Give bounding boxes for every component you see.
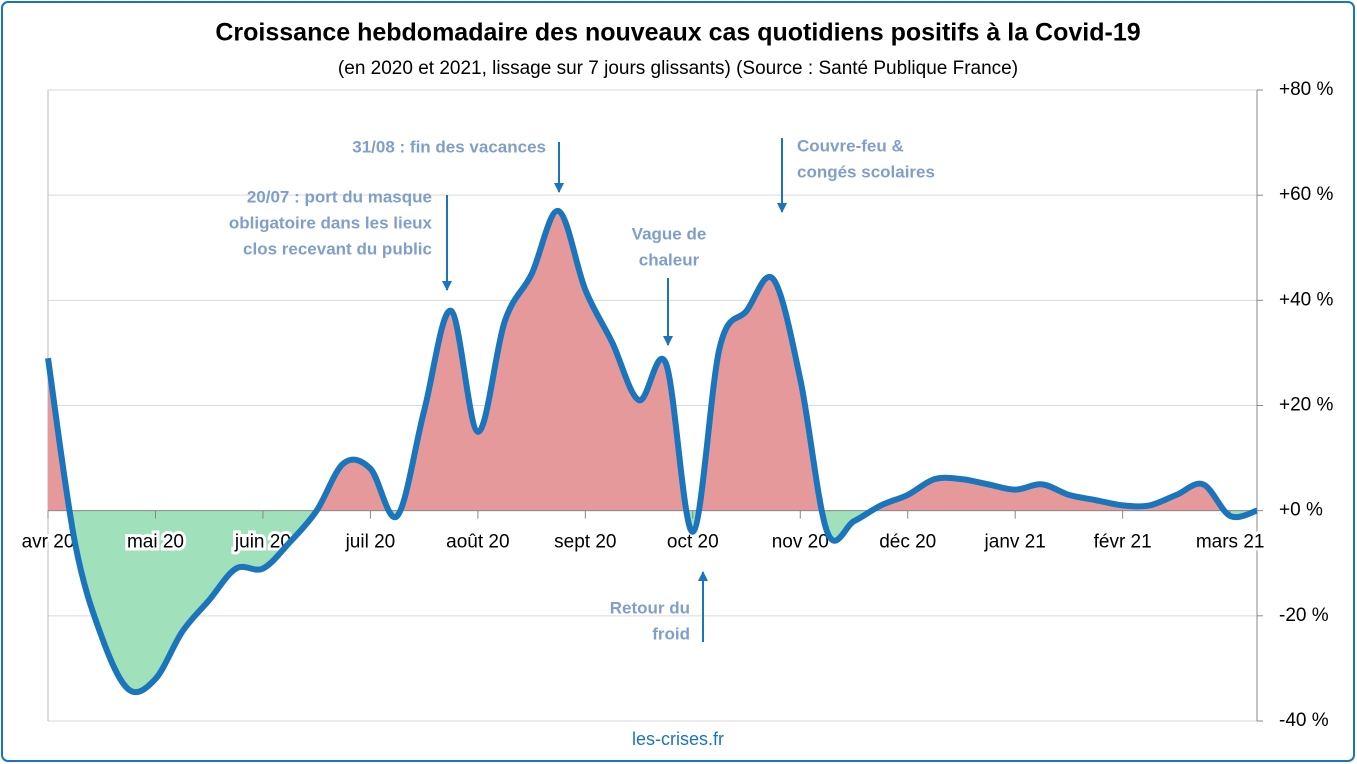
y-tick-label: +0 % bbox=[1279, 500, 1323, 521]
annotation: chaleur bbox=[639, 250, 700, 269]
x-tick-label: juil 20 bbox=[345, 532, 396, 553]
area-positive bbox=[48, 210, 1225, 511]
y-tick-label: +60 % bbox=[1279, 184, 1334, 205]
annotation: congés scolaires bbox=[797, 162, 935, 181]
y-tick-label: +20 % bbox=[1279, 395, 1334, 416]
x-tick-label: oct 20 bbox=[667, 532, 719, 553]
x-tick-label: mai 20 bbox=[127, 532, 184, 553]
annotation: Vague de bbox=[632, 224, 707, 243]
y-tick-label: +40 % bbox=[1279, 289, 1334, 310]
chart-title: Croissance hebdomadaire des nouveaux cas… bbox=[215, 19, 1140, 47]
annotation: 20/07 : port du masque bbox=[247, 187, 432, 206]
annotation: froid bbox=[652, 624, 690, 643]
annotation: Retour du bbox=[610, 598, 690, 617]
area-negative bbox=[48, 510, 1257, 693]
annotation: obligatoire dans les lieux bbox=[229, 213, 433, 232]
chart-subtitle: (en 2020 et 2021, lissage sur 7 jours gl… bbox=[338, 58, 1018, 79]
line bbox=[45, 207, 1258, 696]
x-tick-label: mars 21 bbox=[1196, 532, 1265, 553]
annotation: clos recevant du public bbox=[243, 239, 432, 258]
x-tick-label: sept 20 bbox=[554, 532, 616, 553]
x-tick-label: nov 20 bbox=[772, 532, 829, 553]
x-tick-label: août 20 bbox=[446, 532, 509, 553]
y-tick-label: +80 % bbox=[1279, 79, 1334, 100]
x-tick-label: avr 20 bbox=[22, 532, 75, 553]
x-tick-label: févr 21 bbox=[1094, 532, 1152, 553]
x-tick-label: déc 20 bbox=[879, 532, 936, 553]
source: les-crises.fr bbox=[632, 729, 724, 749]
x-tick-label: janv 21 bbox=[984, 532, 1046, 553]
annotation: 31/08 : fin des vacances bbox=[352, 137, 546, 156]
y-tick-label: -40 % bbox=[1279, 710, 1329, 731]
annotation: Couvre-feu & bbox=[797, 136, 904, 155]
y-tick-label: -20 % bbox=[1279, 605, 1329, 626]
